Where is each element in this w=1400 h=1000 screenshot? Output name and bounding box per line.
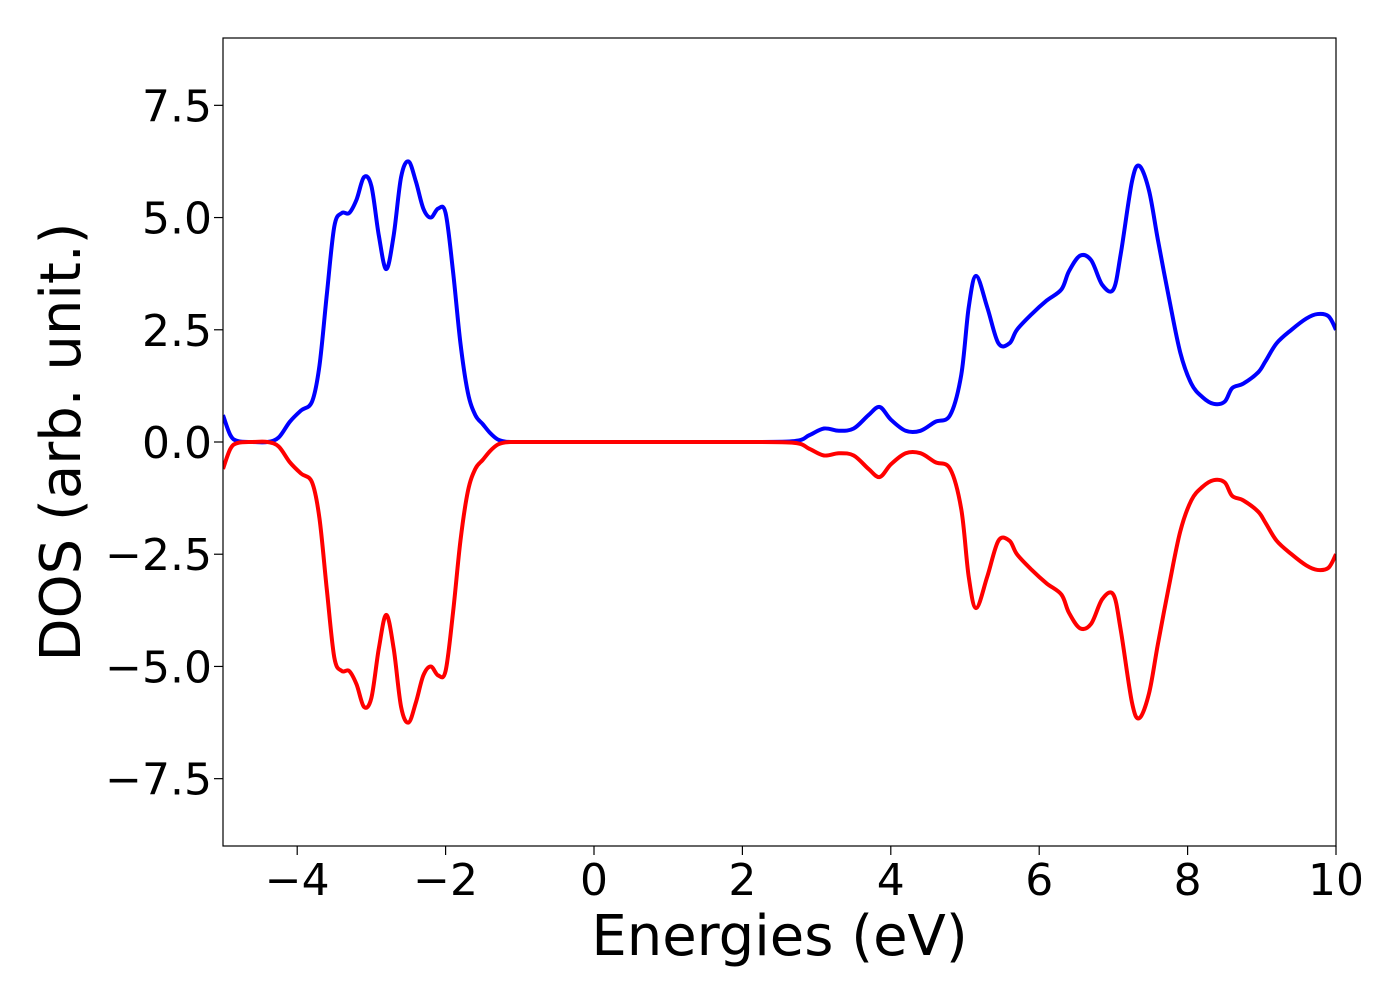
y-tick-label: −2.5	[105, 530, 212, 581]
y-tick-label: 7.5	[142, 81, 212, 132]
y-tick-label: 0.0	[142, 418, 212, 469]
x-axis-ticks: −4 −2 0 2 4 6 8 10	[265, 846, 1364, 906]
series-line-2	[223, 439, 1336, 725]
x-tick-label: 8	[1174, 855, 1202, 906]
x-tick-label: 6	[1025, 855, 1053, 906]
x-tick-label: −2	[413, 855, 478, 906]
y-axis-label: DOS (arb. unit.)	[29, 222, 94, 661]
x-tick-label: 10	[1308, 855, 1364, 906]
y-tick-label: −7.5	[105, 755, 212, 806]
x-tick-label: 4	[877, 855, 905, 906]
y-tick-label: 5.0	[142, 194, 212, 245]
y-axis-ticks: 7.5 5.0 2.5 0.0 −2.5 −5.0 −7.5	[105, 81, 223, 806]
x-tick-label: −4	[265, 855, 330, 906]
x-axis-label: Energies (eV)	[591, 904, 967, 969]
series-layer	[223, 159, 1336, 725]
y-tick-label: 2.5	[142, 306, 212, 357]
series-line-1	[223, 159, 1336, 445]
x-tick-label: 0	[580, 855, 608, 906]
y-tick-label: −5.0	[105, 642, 212, 693]
x-tick-label: 2	[728, 855, 756, 906]
